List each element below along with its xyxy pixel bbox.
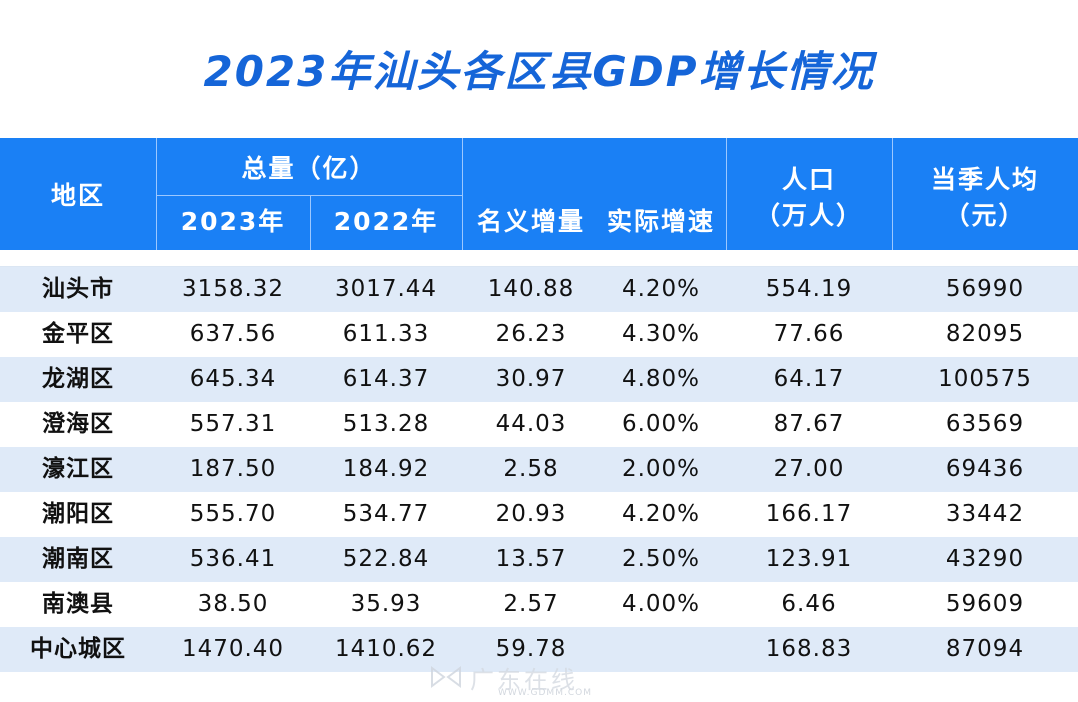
header-real-growth: 实际增速 xyxy=(606,207,715,236)
header-divider xyxy=(462,138,463,250)
cell-region: 龙湖区 xyxy=(42,366,114,392)
cell-per-capita: 59609 xyxy=(945,591,1025,617)
cell-2023: 38.50 xyxy=(197,591,269,617)
cell-population: 27.00 xyxy=(773,456,845,482)
table-row: 濠江区 187.50 184.92 2.58 2.00% 27.00 69436 xyxy=(0,447,1078,492)
cell-per-capita: 63569 xyxy=(945,411,1025,437)
table-row: 金平区 637.56 611.33 26.23 4.30% 77.66 82095 xyxy=(0,312,1078,357)
cell-population: 64.17 xyxy=(773,366,845,392)
cell-2023: 555.70 xyxy=(189,501,277,527)
cell-nominal-increase: 140.88 xyxy=(487,276,575,302)
cell-region: 金平区 xyxy=(42,321,114,347)
table-header: 地区 总量（亿） 2023年 2022年 名义增量 实际增速 人口 （万人） 当… xyxy=(0,138,1078,250)
header-divider xyxy=(726,138,727,250)
cell-2022: 522.84 xyxy=(342,546,430,572)
header-divider xyxy=(156,138,157,250)
cell-per-capita: 69436 xyxy=(945,456,1025,482)
cell-2023: 1470.40 xyxy=(181,636,285,662)
cell-region: 潮南区 xyxy=(42,546,114,572)
cell-per-capita: 33442 xyxy=(945,501,1025,527)
header-gap xyxy=(0,250,1078,267)
header-divider xyxy=(310,196,311,250)
table-row: 澄海区 557.31 513.28 44.03 6.00% 87.67 63569 xyxy=(0,402,1078,447)
cell-population: 123.91 xyxy=(765,546,853,572)
page-title: 2023年汕头各区县GDP增长情况 xyxy=(203,47,875,96)
cell-nominal-increase: 2.58 xyxy=(503,456,559,482)
cell-population: 6.46 xyxy=(781,591,837,617)
cell-real-growth: 2.50% xyxy=(621,546,701,572)
cell-2023: 536.41 xyxy=(189,546,277,572)
header-divider xyxy=(156,195,462,196)
table-row: 龙湖区 645.34 614.37 30.97 4.80% 64.17 100575 xyxy=(0,357,1078,402)
cell-population: 166.17 xyxy=(765,501,853,527)
cell-2023: 645.34 xyxy=(189,366,277,392)
table-row: 潮南区 536.41 522.84 13.57 2.50% 123.91 43290 xyxy=(0,537,1078,582)
cell-region: 中心城区 xyxy=(30,636,126,662)
cell-population: 168.83 xyxy=(765,636,853,662)
cell-population: 87.67 xyxy=(773,411,845,437)
cell-real-growth: 4.20% xyxy=(621,276,701,302)
cell-real-growth: 6.00% xyxy=(621,411,701,437)
cell-nominal-increase: 20.93 xyxy=(495,501,567,527)
cell-nominal-increase: 30.97 xyxy=(495,366,567,392)
watermark: 广东在线 WWW.GDMM.COM xyxy=(430,660,660,700)
cell-per-capita: 100575 xyxy=(938,366,1032,392)
table-row: 潮阳区 555.70 534.77 20.93 4.20% 166.17 33442 xyxy=(0,492,1078,537)
cell-region: 南澳县 xyxy=(42,591,114,617)
header-divider xyxy=(892,138,893,250)
cell-real-growth: 4.20% xyxy=(621,501,701,527)
cell-region: 潮阳区 xyxy=(42,501,114,527)
header-2023: 2023年 xyxy=(180,207,286,236)
header-nominal-increase: 名义增量 xyxy=(476,207,585,236)
header-total: 总量（亿） xyxy=(241,154,377,183)
watermark-url: WWW.GDMM.COM xyxy=(498,688,592,698)
cell-real-growth: 4.30% xyxy=(621,321,701,347)
cell-nominal-increase: 44.03 xyxy=(495,411,567,437)
cell-per-capita: 87094 xyxy=(945,636,1025,662)
cell-region: 汕头市 xyxy=(42,276,114,302)
cell-2022: 513.28 xyxy=(342,411,430,437)
cell-2022: 3017.44 xyxy=(334,276,438,302)
header-per-capita-line1: 当季人均 xyxy=(930,165,1039,194)
cell-2023: 187.50 xyxy=(189,456,277,482)
table-row: 南澳县 38.50 35.93 2.57 4.00% 6.46 59609 xyxy=(0,582,1078,627)
cell-2022: 534.77 xyxy=(342,501,430,527)
cell-2022: 1410.62 xyxy=(334,636,438,662)
cell-population: 77.66 xyxy=(773,321,845,347)
cell-real-growth: 4.00% xyxy=(621,591,701,617)
cell-region: 濠江区 xyxy=(42,456,114,482)
cell-nominal-increase: 2.57 xyxy=(503,591,559,617)
header-2022: 2022年 xyxy=(333,207,439,236)
cell-2022: 614.37 xyxy=(342,366,430,392)
header-per-capita-line2: （元） xyxy=(944,201,1026,230)
watermark-logo-icon xyxy=(431,666,461,688)
cell-nominal-increase: 59.78 xyxy=(495,636,567,662)
cell-population: 554.19 xyxy=(765,276,853,302)
cell-nominal-increase: 26.23 xyxy=(495,321,567,347)
cell-per-capita: 43290 xyxy=(945,546,1025,572)
watermark-text: 广东在线 xyxy=(470,666,578,694)
gdp-table: 地区 总量（亿） 2023年 2022年 名义增量 实际增速 人口 （万人） 当… xyxy=(0,138,1078,672)
table-row: 汕头市 3158.32 3017.44 140.88 4.20% 554.19 56990 xyxy=(0,267,1078,312)
cell-per-capita: 56990 xyxy=(945,276,1025,302)
header-region: 地区 xyxy=(50,181,105,210)
table-body: 汕头市 3158.32 3017.44 140.88 4.20% 554.19 56990 金… xyxy=(0,267,1078,672)
header-population-line1: 人口 xyxy=(781,165,836,194)
cell-2023: 557.31 xyxy=(189,411,277,437)
header-population-line2: （万人） xyxy=(754,201,863,230)
cell-2023: 3158.32 xyxy=(181,276,285,302)
cell-real-growth: 2.00% xyxy=(621,456,701,482)
cell-nominal-increase: 13.57 xyxy=(495,546,567,572)
cell-per-capita: 82095 xyxy=(945,321,1025,347)
cell-real-growth: 4.80% xyxy=(621,366,701,392)
cell-region: 澄海区 xyxy=(42,411,114,437)
cell-2022: 35.93 xyxy=(350,591,422,617)
cell-2022: 184.92 xyxy=(342,456,430,482)
table-row: 中心城区 1470.40 1410.62 59.78 168.83 87094 xyxy=(0,627,1078,672)
cell-2022: 611.33 xyxy=(342,321,430,347)
cell-2023: 637.56 xyxy=(189,321,277,347)
